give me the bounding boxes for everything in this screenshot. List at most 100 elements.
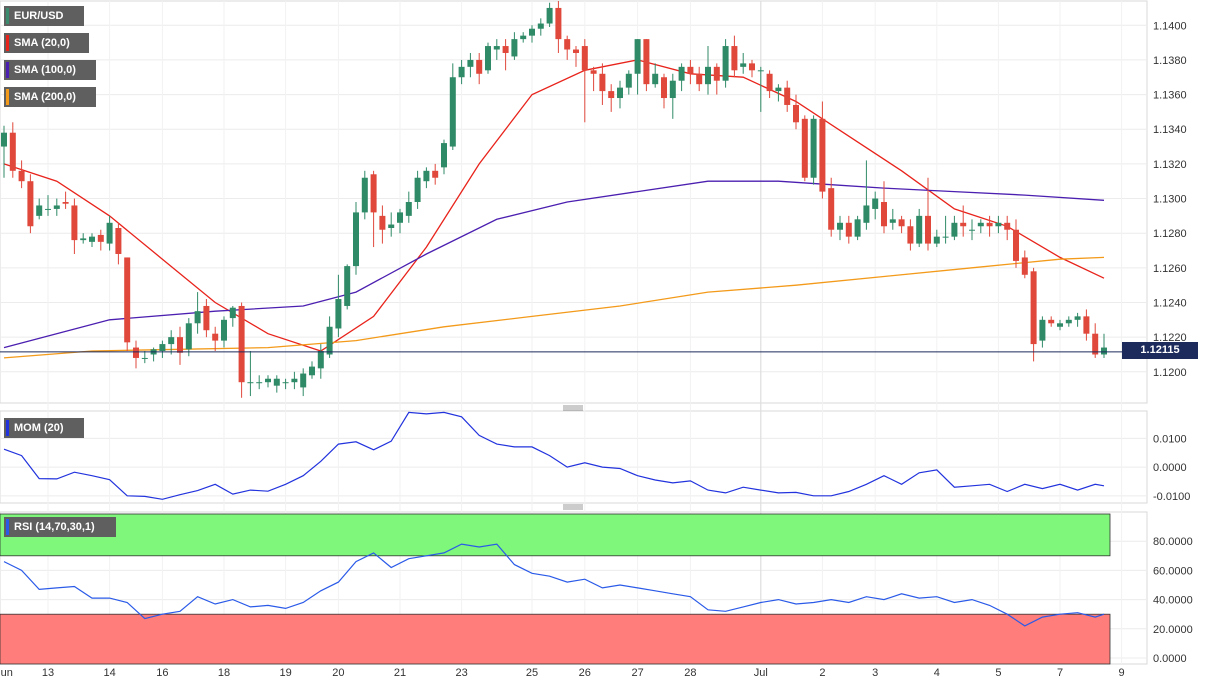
candle-body: [115, 227, 122, 254]
candle-body: [1065, 319, 1072, 324]
candle-body: [925, 215, 931, 244]
legend-sma100[interactable]: SMA (100,0): [4, 60, 96, 80]
sma20-swatch: [6, 35, 9, 51]
candle-body: [432, 170, 439, 178]
legend-sma20[interactable]: SMA (20,0): [4, 33, 89, 53]
candle-body: [309, 366, 315, 376]
candlesticks: [1, 1, 1107, 398]
overbought-zone: [0, 513, 1111, 557]
candle-body: [45, 208, 51, 210]
candle-body: [229, 307, 236, 319]
oversold-zone: [0, 613, 1111, 665]
candle-body: [564, 39, 571, 50]
candle-body: [810, 118, 817, 178]
x-tick-label: Jul: [754, 667, 768, 679]
candle-body: [458, 66, 465, 78]
candle-body: [1057, 323, 1063, 327]
candle-body: [133, 347, 139, 358]
candle-body: [441, 143, 447, 168]
candle-body: [1048, 319, 1055, 324]
x-axis-labels: Jun131416181920212325262728Jul234579: [0, 667, 1125, 679]
candle-body: [97, 234, 104, 242]
candle-body: [863, 205, 870, 223]
candle-body: [265, 378, 271, 383]
candle-body: [942, 236, 949, 238]
candle-body: [969, 229, 975, 231]
candle-body: [124, 257, 131, 343]
momentum-line: [3, 411, 1105, 500]
last-price-badge: 1.12115: [1122, 342, 1198, 359]
candle-body: [326, 326, 333, 355]
candle-body: [467, 59, 474, 67]
candle-body: [590, 70, 597, 74]
candle-body: [203, 305, 210, 331]
momentum-tick-label: -0.0100: [1153, 491, 1190, 503]
legend-symbol[interactable]: EUR/USD: [4, 6, 84, 26]
sma200-swatch: [6, 89, 9, 105]
candle-body: [889, 219, 896, 223]
panel-resize-handle[interactable]: [563, 405, 583, 411]
x-tick-label: 14: [103, 667, 115, 679]
x-tick-label: 23: [455, 667, 467, 679]
sma-line-2: [3, 256, 1105, 359]
candle-body: [238, 305, 245, 383]
candle-body: [977, 222, 984, 227]
price-tick-label: 1.1380: [1153, 55, 1187, 67]
legend-sma200-label: SMA (200,0): [14, 91, 76, 103]
candle-body: [775, 87, 782, 92]
x-tick-label: 21: [394, 667, 406, 679]
legend-momentum-label: MOM (20): [14, 422, 64, 434]
candle-body: [986, 222, 993, 227]
x-tick-label: 18: [218, 667, 230, 679]
legend-sma200[interactable]: SMA (200,0): [4, 87, 96, 107]
x-tick-label: 16: [156, 667, 168, 679]
candle-body: [9, 132, 16, 171]
momentum-tick-label: 0.0100: [1153, 433, 1187, 445]
candle-body: [555, 7, 562, 40]
candle-body: [185, 323, 192, 350]
candle-body: [784, 87, 791, 105]
candle-body: [344, 266, 351, 306]
y-axis-labels: 1.1400 1.1380 1.1360 1.1340 1.1320 1.1300 1.12…: [1153, 20, 1193, 665]
candle-body: [573, 49, 579, 53]
candle-body: [520, 35, 527, 40]
candle-body: [537, 23, 544, 29]
candle-body: [212, 333, 219, 341]
price-tick-label: 1.1360: [1153, 90, 1187, 102]
candle-body: [696, 73, 703, 85]
candle-body: [731, 46, 738, 71]
candle-body: [643, 39, 650, 85]
candle-body: [608, 91, 615, 99]
x-tick-label: 3: [872, 667, 878, 679]
candle-body: [722, 46, 729, 81]
candle-body: [845, 222, 852, 237]
x-tick-label: 7: [1057, 667, 1063, 679]
candle-body: [907, 226, 914, 244]
candle-body: [898, 219, 905, 227]
candle-body: [18, 170, 25, 182]
candle-body: [353, 212, 359, 267]
candle-body: [705, 66, 711, 85]
candle-body: [933, 236, 940, 244]
legend-momentum[interactable]: MOM (20): [4, 418, 84, 438]
x-tick-label: 26: [579, 667, 591, 679]
legend-sma20-label: SMA (20,0): [14, 37, 70, 49]
panel-resize-handle[interactable]: [563, 504, 583, 510]
price-tick-label: 1.1200: [1153, 367, 1187, 379]
candle-body: [546, 7, 553, 24]
candle-body: [687, 66, 694, 74]
legend-symbol-label: EUR/USD: [14, 10, 64, 22]
candle-body: [1, 132, 7, 147]
candle-body: [1074, 316, 1081, 320]
symbol-swatch: [6, 8, 9, 24]
candle-body: [1013, 229, 1019, 261]
candle-body: [476, 59, 483, 74]
legend-rsi[interactable]: RSI (14,70,30,1): [4, 517, 116, 537]
momentum-tick-label: 0.0000: [1153, 462, 1187, 474]
candle-body: [388, 224, 395, 228]
sma-line-1: [3, 180, 1105, 349]
candle-body: [995, 222, 1002, 227]
candle-body: [221, 319, 227, 341]
